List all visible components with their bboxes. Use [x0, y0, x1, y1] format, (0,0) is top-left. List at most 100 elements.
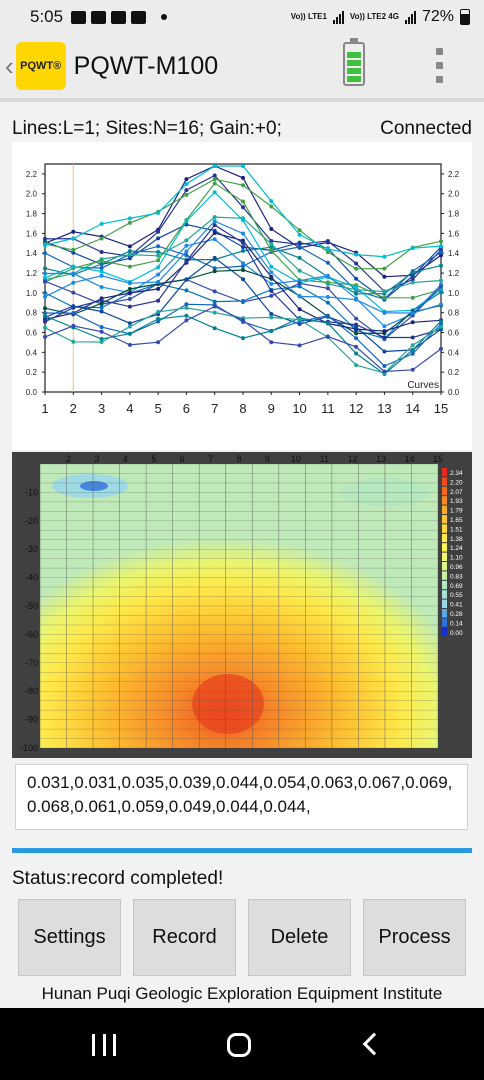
top-tick-label: 15	[433, 454, 443, 464]
curve-line	[44, 178, 442, 270]
x-tick-label: 3	[98, 401, 105, 416]
footer-text: Hunan Puqi Geologic Exploration Equipmen…	[41, 984, 443, 1003]
legend-swatch	[442, 552, 447, 561]
x-tick-label: 2	[70, 401, 77, 416]
back-icon[interactable]: ‹	[5, 50, 14, 81]
legend-swatch	[442, 609, 447, 618]
curve-point	[43, 325, 47, 330]
legend-swatch	[442, 533, 447, 543]
curve-line	[44, 182, 442, 299]
status-right: Vo)) LTE1 Vo)) LTE2 4G 72%	[291, 8, 470, 26]
info-row: Lines:L=1; Sites:N=16; Gain:+0; Connecte…	[12, 118, 472, 140]
legend-label: 0.41	[450, 602, 463, 609]
settings-button[interactable]: Settings	[18, 899, 121, 976]
nav-back-icon[interactable]	[362, 1032, 386, 1056]
home-icon[interactable]	[227, 1033, 251, 1057]
curve-lines	[43, 164, 443, 376]
x-tick-label: 10	[292, 401, 306, 416]
y-tick-label: 0.8	[26, 309, 38, 318]
top-tick-label: 9	[265, 454, 270, 464]
y-tick-label: 0.6	[26, 329, 38, 338]
depth-tick-label: -100	[20, 743, 38, 753]
top-tick-label: 11	[320, 454, 329, 464]
x-tick-label: 6	[183, 401, 190, 416]
app-bar: ‹ PQWT® PQWT-M100	[0, 34, 484, 102]
y-tick-label-right: 1.2	[448, 269, 460, 278]
x-tick-label: 4	[126, 401, 133, 416]
y-tick-label-right: 0.8	[448, 309, 460, 318]
x-tick-label: 11	[321, 401, 335, 416]
x-tick-label: 5	[155, 401, 162, 416]
status-bar: 5:05 Vo)) LTE1 Vo)) LTE2 4G 72%	[0, 0, 484, 34]
y-tick-label-right: 0.4	[448, 348, 460, 357]
x-tick-label: 7	[211, 401, 218, 416]
legend-swatch	[442, 486, 447, 496]
legend-label: 1.65	[450, 517, 463, 524]
sim1-label: Vo)) LTE1	[290, 12, 327, 21]
y-tick-label: 2.2	[26, 170, 38, 179]
y-tick-label: 0.0	[26, 388, 38, 397]
delete-button[interactable]: Delete	[248, 899, 351, 976]
device-battery-icon	[343, 38, 365, 86]
legend-label: 2.07	[450, 489, 463, 496]
x-tick-label: 14	[405, 401, 419, 416]
top-tick-label: 7	[208, 454, 213, 464]
youtube-icon	[111, 10, 127, 24]
more-dot-icon	[161, 14, 168, 20]
y-tick-label: 1.0	[26, 289, 38, 298]
top-tick-label: 4	[123, 454, 128, 464]
app-title: PQWT-M100	[73, 51, 219, 80]
legend-swatch	[442, 477, 447, 486]
process-button[interactable]: Process	[363, 899, 466, 976]
top-tick-label: 12	[348, 454, 358, 464]
image-icon	[91, 10, 107, 24]
top-tick-label: 3	[94, 454, 99, 464]
connection-status: Connected	[380, 118, 472, 139]
legend-swatch	[442, 562, 447, 571]
y-tick-label-right: 0.2	[448, 368, 460, 377]
top-tick-label: 2	[66, 454, 71, 464]
overflow-menu-icon[interactable]	[436, 48, 443, 83]
curve-line	[44, 305, 442, 373]
legend-swatch	[442, 590, 447, 599]
y-tick-label: 1.6	[26, 229, 38, 238]
curve-chart-svg: 0.0 0.0 0.2 0.2 0.4 0.4 0.6 0.6 0.8 0.8 1.0 1.0 1.2 1…	[26, 163, 460, 416]
record-button[interactable]: Record	[133, 899, 236, 976]
legend-label: 1.24	[450, 545, 463, 552]
curve-line	[44, 220, 442, 314]
x-tick-label: 8	[239, 401, 246, 416]
legend-swatch	[442, 599, 447, 608]
data-values-box: 0.031,0.031,0.035,0.039,0.044,0.054,0.06…	[15, 764, 468, 830]
notification-icons	[71, 10, 168, 24]
curve-line	[44, 307, 442, 374]
legend-label: 1.93	[450, 498, 463, 505]
legend-label: 0.00	[450, 630, 463, 637]
high-core	[192, 674, 264, 734]
legend-label: 1.51	[450, 526, 463, 533]
curve-line	[44, 191, 442, 313]
curve-point	[43, 266, 47, 271]
depth-tick-label: -20	[25, 516, 38, 526]
depth-tick-label: -40	[25, 573, 38, 583]
wallet-icon	[131, 10, 147, 24]
y-tick-label-right: 1.6	[448, 229, 460, 238]
legend-swatch	[442, 524, 447, 533]
curve-line	[44, 232, 442, 332]
progress-bar	[12, 848, 472, 853]
depth-tick-label: -80	[25, 686, 38, 696]
curve-point	[43, 243, 47, 248]
y-tick-label: 1.8	[26, 210, 38, 219]
top-tick-label: 5	[151, 454, 156, 464]
legend-label: 0.96	[450, 564, 463, 571]
y-tick-label-right: 2.0	[448, 190, 460, 199]
x-tick-label: 15	[434, 401, 448, 416]
notification-icon	[71, 10, 87, 24]
recent-apps-icon[interactable]	[92, 1034, 116, 1056]
curve-line	[44, 174, 442, 293]
x-tick-label: 1	[41, 401, 48, 416]
legend-swatch	[442, 580, 447, 590]
y-tick-label: 1.4	[26, 249, 38, 258]
heatmap-svg: 2 3 4 5 6 7 8 9 10 11 12 13 14 15 -10 -20 -30 -40 -50 -60 -7…	[20, 454, 463, 753]
legend-label: 0.69	[450, 583, 463, 590]
